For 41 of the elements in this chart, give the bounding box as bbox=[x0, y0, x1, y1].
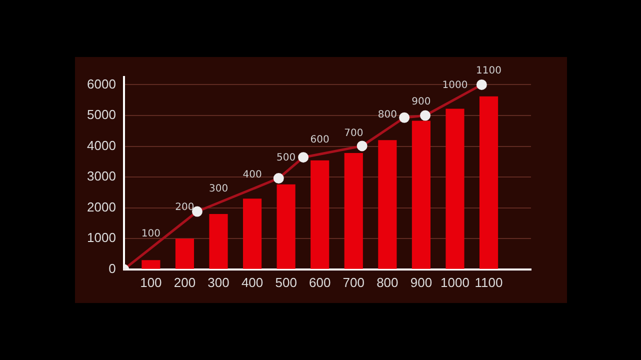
bar bbox=[310, 160, 330, 269]
bar bbox=[175, 238, 194, 269]
x-tick-label: 400 bbox=[241, 274, 264, 290]
annotation: 300 bbox=[208, 183, 228, 194]
x-tick-label: 1000 bbox=[440, 274, 470, 290]
annotation: 700 bbox=[344, 128, 364, 140]
y-tick-label: 2000 bbox=[87, 199, 116, 214]
annotation: 1000 bbox=[442, 80, 468, 91]
y-tick-label: 0 bbox=[108, 260, 116, 276]
bar bbox=[142, 260, 160, 269]
text: 1100 bbox=[476, 65, 502, 76]
bar bbox=[446, 108, 464, 269]
bar bbox=[243, 198, 262, 269]
x-tick-label: 100 bbox=[140, 274, 162, 290]
bar bbox=[378, 140, 397, 269]
bar bbox=[276, 184, 296, 269]
x-tick-label: 600 bbox=[309, 274, 331, 290]
y-tick-label: 1000 bbox=[87, 230, 116, 246]
annotation: 200 bbox=[175, 202, 194, 213]
x-tick-label: 900 bbox=[410, 274, 432, 290]
y-tick-label: 6000 bbox=[87, 76, 116, 92]
annotation: 900 bbox=[412, 96, 431, 108]
x-tick-label: 300 bbox=[208, 274, 230, 290]
bar bbox=[479, 96, 498, 269]
x-tick-label: 700 bbox=[342, 274, 364, 290]
backdrop-panel: 100 200 300 400 500 600 700 800 900 1000 1100 0 1000 2000 3000 4000 5000 6000 100 200 300 400 500 600 700 800 900 1000 1100 bbox=[75, 57, 567, 303]
bar bbox=[344, 153, 363, 269]
x-tick-label: 1100 bbox=[474, 274, 503, 290]
bar bbox=[412, 120, 430, 269]
annotation: 600 bbox=[310, 134, 330, 146]
x-tick-label: 800 bbox=[376, 274, 398, 290]
annotation: 800 bbox=[378, 110, 397, 121]
x-tick-label: 500 bbox=[275, 274, 297, 290]
x-tick-label: 200 bbox=[174, 274, 196, 290]
y-tick-label: 3000 bbox=[87, 168, 116, 184]
annotation: 100 bbox=[141, 228, 160, 240]
annotation: 400 bbox=[242, 170, 262, 181]
y-tick-label: 5000 bbox=[87, 107, 116, 122]
bar bbox=[209, 214, 228, 269]
y-tick-label: 4000 bbox=[87, 138, 116, 153]
annotation: 500 bbox=[276, 152, 296, 164]
